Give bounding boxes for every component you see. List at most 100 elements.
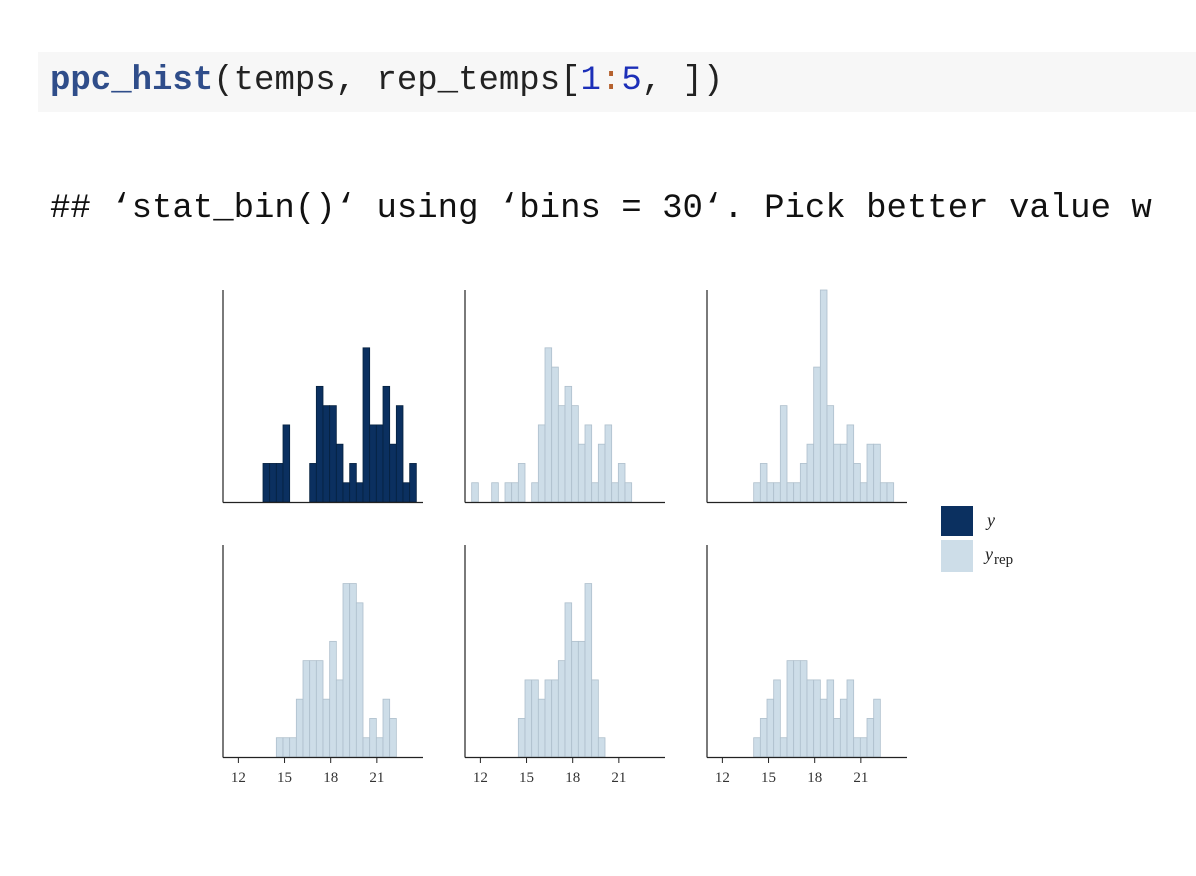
histogram-bar: [369, 424, 377, 503]
histogram-bar: [375, 737, 384, 758]
histogram-bar: [524, 679, 533, 758]
histogram-bar: [382, 385, 391, 503]
histogram-bar: [551, 366, 559, 503]
histogram-bar: [793, 482, 801, 503]
code-line: ppc_hist(temps, rep_temps[1:5, ]): [50, 58, 723, 104]
code-range-operator: :: [600, 62, 622, 100]
panel-2: [464, 290, 665, 504]
histogram-bar: [577, 443, 586, 503]
histogram-bar: [873, 443, 881, 503]
histogram-panels: 12 15 18 21 12 15 18 21 12 15 18 21: [222, 289, 907, 786]
histogram-bar: [329, 640, 337, 758]
histogram-bar: [409, 463, 417, 503]
histogram-bar: [269, 463, 277, 503]
histogram-bar: [349, 463, 357, 503]
histogram-bar: [571, 640, 579, 758]
panel-5: 12 15 18 21: [464, 545, 665, 786]
histogram-bar: [504, 482, 513, 503]
legend-label-yrep-main: y: [983, 544, 993, 564]
histogram-bar: [759, 718, 768, 758]
legend-key-y: [941, 506, 973, 536]
histogram-bar: [597, 443, 606, 503]
code-index-end: 5: [621, 62, 642, 100]
histogram-bar: [786, 482, 795, 503]
histogram-bar: [826, 405, 835, 503]
histogram-bar: [282, 737, 291, 758]
histogram-bar: [511, 482, 519, 503]
legend-label-yrep-subscript: rep: [994, 552, 1013, 568]
histogram-bar: [833, 443, 841, 503]
histogram-bar: [355, 602, 364, 758]
histogram-bar: [779, 737, 788, 758]
histogram-bar: [853, 463, 861, 503]
histogram-bar: [853, 737, 861, 758]
code-args-close: , ]): [641, 62, 724, 100]
histogram-bar: [544, 347, 553, 503]
histogram-bar: [611, 482, 619, 503]
histogram-bar: [551, 679, 559, 758]
histogram-bar: [806, 443, 815, 503]
histogram-bar: [819, 289, 828, 503]
histogram-bar: [571, 405, 579, 503]
histogram-bar: [866, 443, 875, 503]
histogram-bar: [564, 602, 573, 758]
histogram-bar: [342, 482, 351, 503]
histogram-bar: [275, 737, 284, 758]
histogram-bar: [886, 482, 895, 503]
histogram-bar: [759, 463, 768, 503]
histogram-bar: [557, 660, 566, 758]
histogram-bar: [389, 443, 397, 503]
histogram-bar: [577, 640, 586, 758]
histogram-bar: [813, 366, 821, 503]
x-tick-label: 12: [231, 770, 246, 786]
histogram-bar: [395, 405, 404, 503]
histogram-bar: [471, 482, 479, 503]
histogram-bar: [557, 405, 566, 503]
panel-6: 12 15 18 21: [706, 545, 907, 786]
histogram-bar: [275, 463, 284, 503]
legend: y yrep: [941, 506, 1013, 572]
code-block: [38, 52, 1196, 112]
x-tick-label: 12: [715, 770, 730, 786]
histogram-bar: [866, 718, 875, 758]
histogram-bar: [389, 718, 397, 758]
histogram-bar: [355, 482, 364, 503]
histogram-bar: [873, 698, 881, 758]
histogram-bar: [753, 737, 761, 758]
histogram-bar: [335, 679, 344, 758]
histogram-bar: [531, 679, 539, 758]
console-output: ## ‘stat_bin()‘ using ‘bins = 30‘. Pick …: [50, 190, 1152, 228]
x-tick-label: 15: [519, 770, 534, 786]
panel-3: [706, 289, 907, 504]
histogram-bar: [375, 424, 384, 503]
histogram-bar: [859, 482, 868, 503]
histogram-bar: [402, 482, 411, 503]
histogram-bar: [309, 463, 317, 503]
x-tick-label: 15: [277, 770, 292, 786]
histogram-bar: [799, 660, 808, 758]
x-tick-label: 21: [853, 770, 868, 786]
histogram-bar: [329, 405, 337, 503]
histogram-bar: [517, 718, 526, 758]
panel-4: 12 15 18 21: [222, 545, 423, 786]
histogram-bar: [584, 583, 593, 758]
histogram-bar: [537, 698, 546, 758]
histogram-bar: [322, 405, 331, 503]
x-tick-label: 18: [565, 770, 580, 786]
histogram-bar: [564, 385, 573, 503]
histogram-bar: [604, 424, 613, 503]
histogram-bar: [617, 463, 626, 503]
histogram-bar: [766, 698, 775, 758]
histogram-bar: [591, 482, 599, 503]
x-tick-label: 18: [807, 770, 822, 786]
histogram-bar: [591, 679, 599, 758]
histogram-bar: [544, 679, 553, 758]
legend-key-yrep: [941, 540, 973, 572]
code-function-name: ppc_hist: [50, 62, 214, 100]
histogram-bar: [624, 482, 633, 503]
histogram-bar: [859, 737, 868, 758]
histogram-bar: [302, 660, 311, 758]
histogram-bar: [584, 424, 593, 503]
histogram-bar: [839, 443, 848, 503]
x-tick-label: 15: [761, 770, 776, 786]
